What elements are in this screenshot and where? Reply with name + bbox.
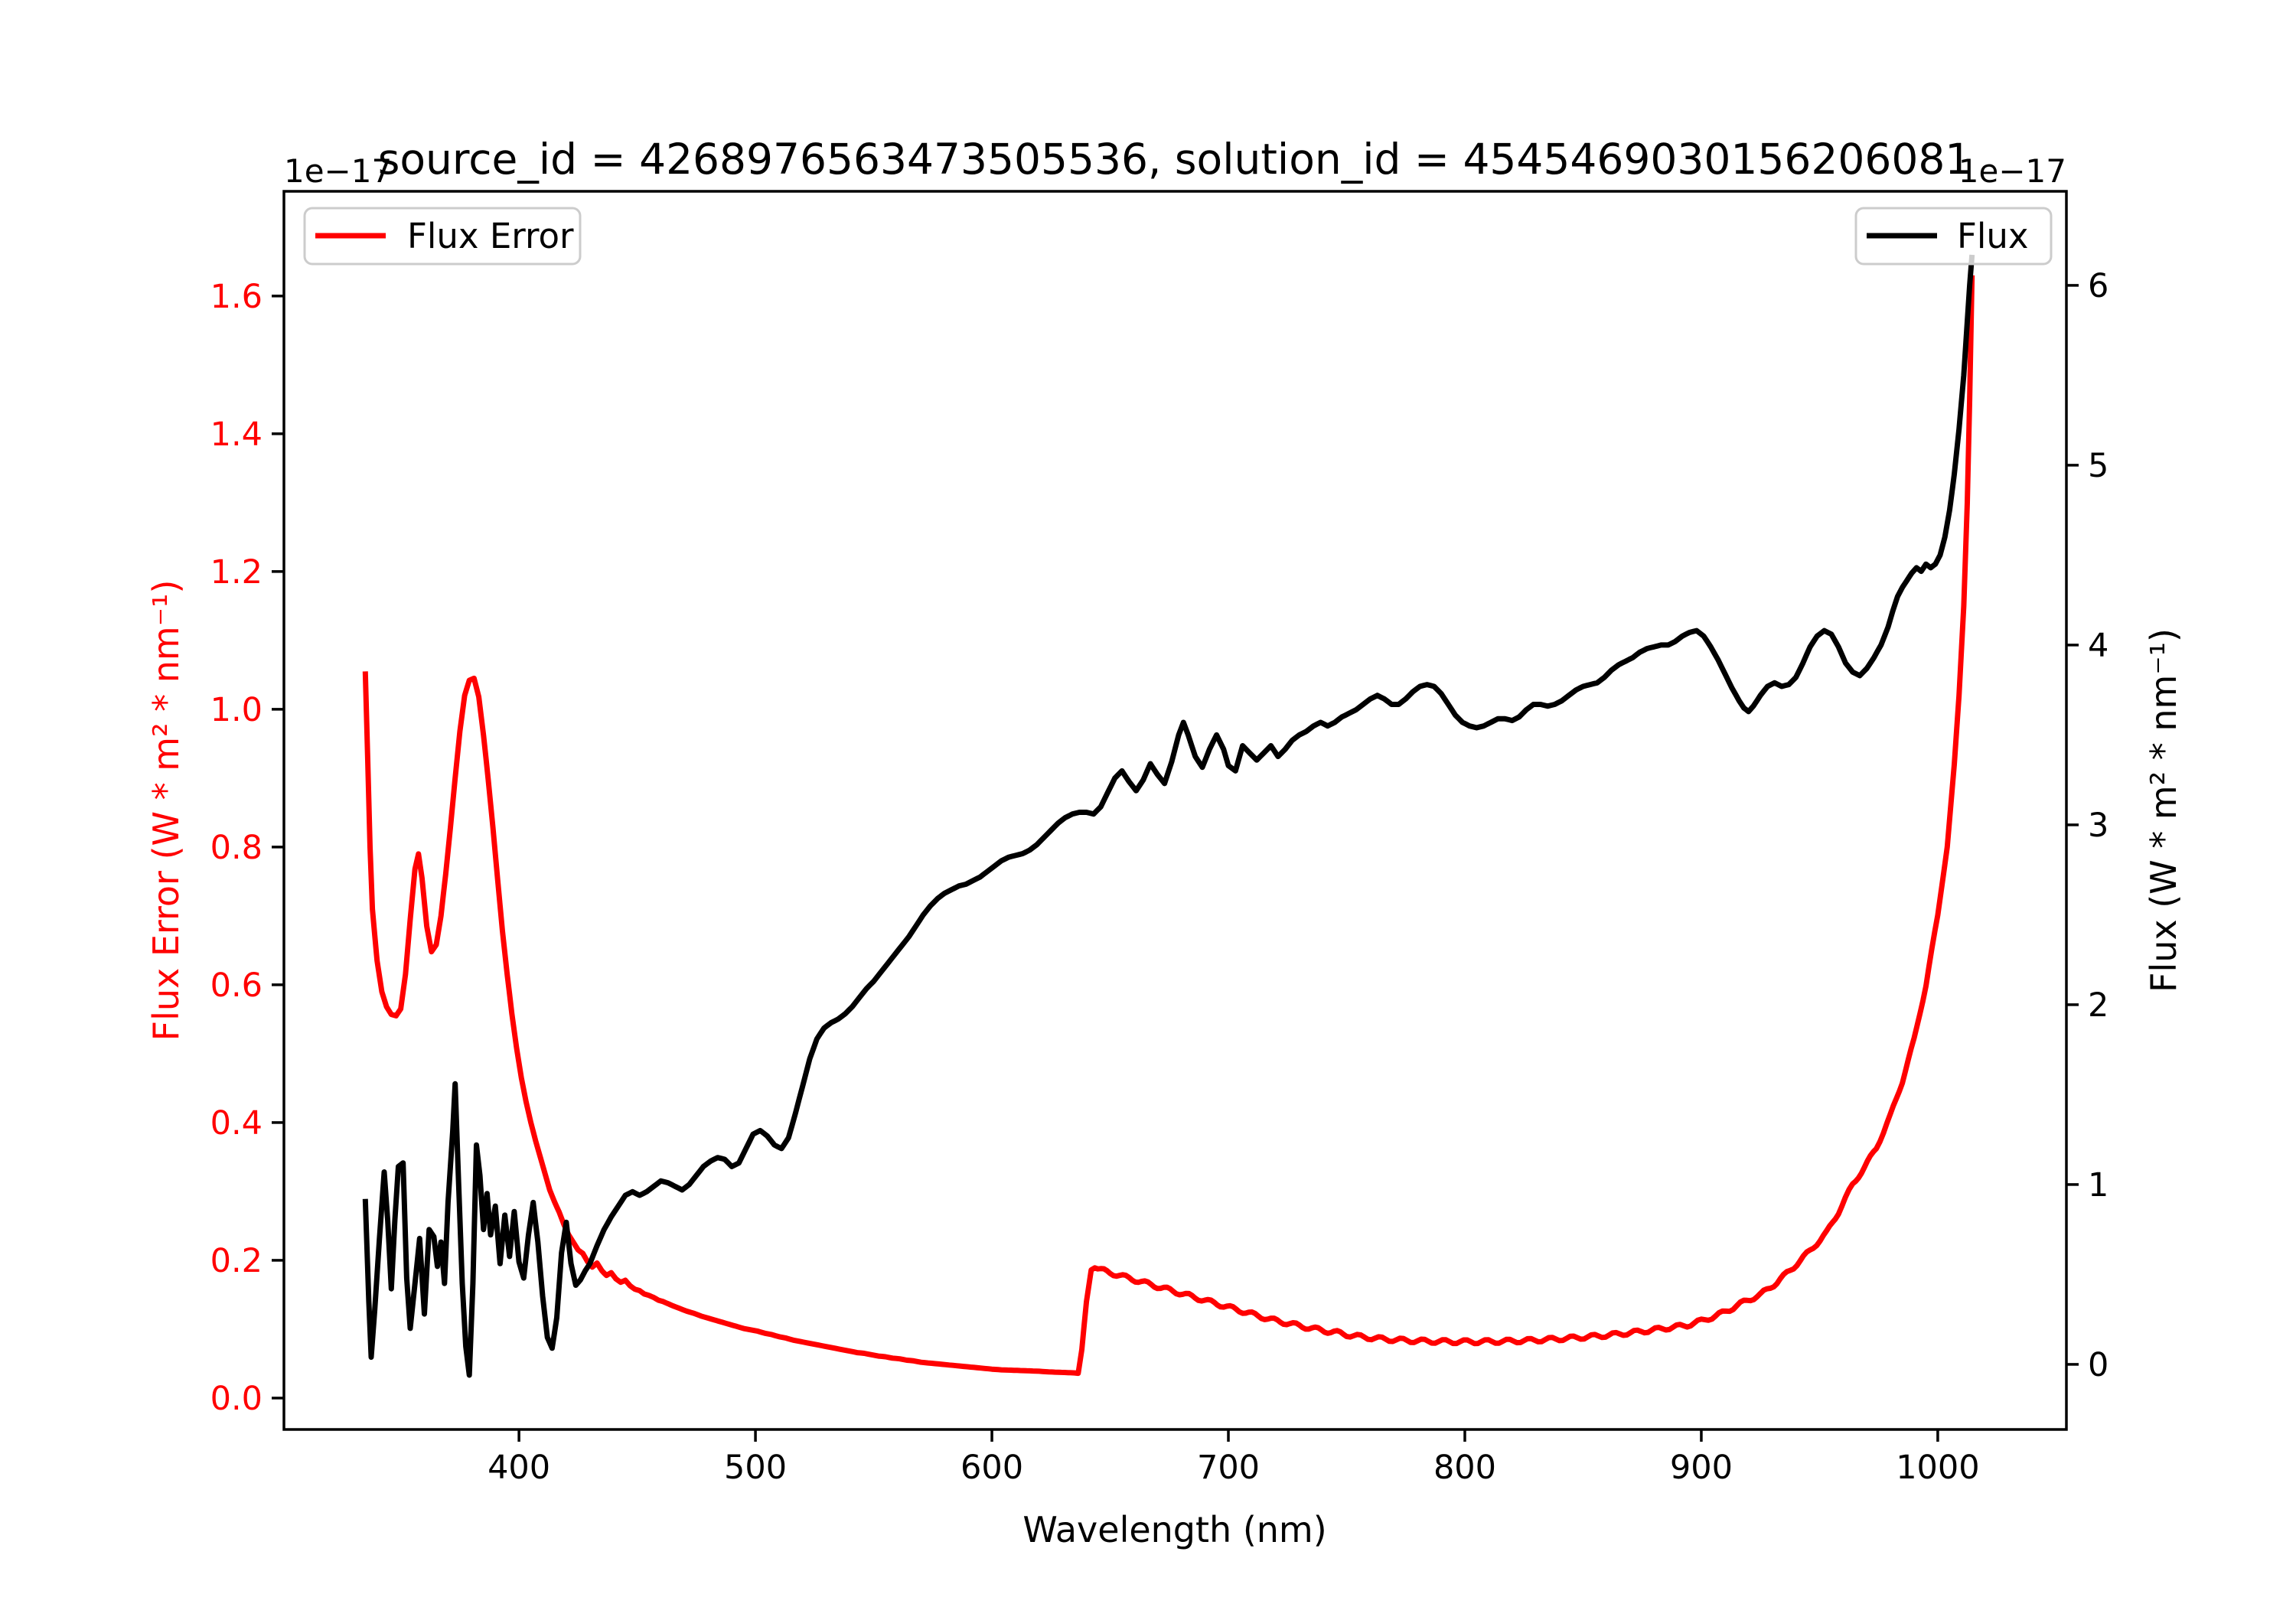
flux-error-curve	[362, 275, 1975, 1377]
y-right-tick-5-label: 5	[2088, 447, 2108, 485]
legend-flux-error-label: Flux Error	[407, 216, 574, 256]
x-axis-ticks: 400 500 600 700 800 900 1000	[488, 1429, 1980, 1487]
axes-spines	[282, 190, 2068, 1431]
axes-frame	[282, 190, 2068, 1431]
y-right-tick-4-label: 4	[2088, 627, 2108, 665]
y-right-tick-0-label: 0	[2088, 1346, 2108, 1384]
x-tick-700-label: 700	[1197, 1449, 1260, 1487]
x-tick-500-label: 500	[724, 1449, 787, 1487]
y-left-tick-0.6-label: 0.6	[210, 966, 263, 1005]
chart-title: source_id = 4268976563473505536, solutio…	[378, 135, 1972, 184]
y-left-tick-1.4-label: 1.4	[210, 416, 263, 454]
data-curves	[362, 254, 1975, 1378]
left-y-axis-ticks: 0.0 0.2 0.4 0.6 0.8 1.0 1.2 1.4 1.6	[210, 278, 284, 1418]
y-right-tick-1-label: 1	[2088, 1166, 2108, 1204]
legend-flux-error: Flux Error	[303, 207, 582, 266]
flux-curve	[362, 254, 1975, 1378]
y-left-tick-0.4-label: 0.4	[210, 1104, 263, 1143]
x-axis-label: Wavelength (nm)	[1022, 1509, 1326, 1550]
y-left-tick-1.6-label: 1.6	[210, 278, 263, 316]
y-right-tick-3-label: 3	[2088, 807, 2108, 845]
left-axis-offset-text: 1e−17	[284, 152, 392, 190]
left-y-axis-label: Flux Error (W * m² * nm⁻¹)	[145, 580, 187, 1041]
legend-flux-error-frame	[303, 207, 582, 266]
y-left-tick-0.2-label: 0.2	[210, 1242, 263, 1280]
y-left-tick-0-label: 0.0	[210, 1380, 263, 1418]
plot-area	[284, 191, 2066, 1429]
y-right-tick-2-label: 2	[2088, 986, 2108, 1025]
y-left-tick-1-label: 1.0	[210, 691, 263, 729]
x-tick-400-label: 400	[488, 1449, 550, 1487]
right-y-axis-label: Flux (W * m² * nm⁻¹)	[2143, 628, 2184, 993]
x-tick-1000-label: 1000	[1896, 1449, 1979, 1487]
x-tick-900-label: 900	[1670, 1449, 1733, 1487]
y-left-tick-0.8-label: 0.8	[210, 829, 263, 867]
legend-flux-frame	[1854, 207, 2053, 266]
right-y-axis-ticks: 0 1 2 3 4 5 6	[2066, 267, 2108, 1384]
right-axis-offset-text: 1e−17	[1958, 152, 2066, 190]
legend-flux: Flux	[1854, 207, 2053, 266]
x-tick-600-label: 600	[960, 1449, 1023, 1487]
y-right-tick-6-label: 6	[2088, 267, 2108, 305]
legend-flux-label: Flux	[1957, 216, 2029, 256]
x-tick-800-label: 800	[1433, 1449, 1496, 1487]
y-left-tick-1.2-label: 1.2	[210, 553, 263, 592]
